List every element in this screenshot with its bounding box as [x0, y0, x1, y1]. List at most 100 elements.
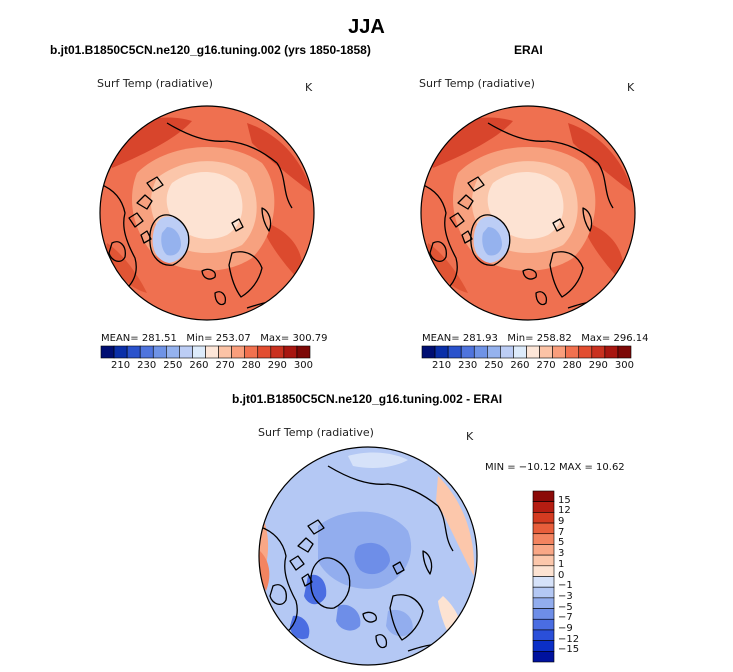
diff-colorbar-tick-label: −5	[558, 601, 573, 613]
right-colorbar-tick-label: 270	[536, 360, 556, 371]
diff-colorbar-swatch	[532, 640, 555, 652]
left-colorbar-swatch	[152, 345, 167, 359]
diff-colorbar-swatch	[532, 512, 555, 524]
right-min-value: 258.82	[536, 333, 572, 344]
diff-colorbar-tick-label: −3	[558, 590, 573, 602]
left-colorbar-swatch	[231, 345, 245, 359]
left-colorbar-tick-label: 260	[189, 360, 209, 371]
diff-colorbar-tick-label: 0	[558, 569, 565, 581]
right-colorbar-swatch	[578, 345, 593, 359]
right-min-label: Min=	[507, 333, 534, 344]
right-colorbar-swatch	[473, 345, 488, 359]
left-colorbar-swatch	[283, 345, 298, 359]
right-colorbar-swatch	[604, 345, 619, 359]
diff-colorbar-swatch	[532, 554, 555, 567]
left-mean-label: MEAN=	[101, 333, 139, 344]
left-colorbar-tick-label: 250	[163, 360, 183, 371]
diff-colorbar-tick-label: −7	[558, 612, 573, 624]
left-variable-label: Surf Temp (radiative)	[97, 77, 213, 90]
diff-colorbar-tick-label: 1	[558, 558, 565, 570]
right-colorbar-swatch	[539, 345, 553, 359]
diff-colorbar-swatch	[532, 597, 555, 609]
diff-range-label: MIN = −10.12 MAX = 10.62	[485, 462, 625, 473]
right-colorbar-tick-label: 230	[458, 360, 478, 371]
left-colorbar-swatch	[270, 345, 285, 359]
diff-colorbar-tick-label: −12	[558, 633, 580, 645]
diff-colorbar-swatch	[532, 651, 555, 663]
diff-colorbar-tick-label: 12	[558, 505, 571, 517]
diff-colorbar-tick-label: 9	[558, 516, 565, 528]
left-map	[99, 105, 315, 321]
diff-colorbar-swatch	[532, 618, 555, 631]
right-max-value: 296.14	[613, 333, 649, 344]
diff-colorbar-swatch	[532, 608, 555, 620]
left-colorbar-swatch	[218, 345, 232, 359]
left-colorbar-swatch	[296, 345, 311, 359]
left-colorbar-swatch	[126, 345, 141, 359]
right-colorbar-tick-label: 280	[562, 360, 582, 371]
diff-colorbar-tick-label: −15	[558, 644, 580, 656]
left-colorbar-tick-label: 280	[241, 360, 261, 371]
right-colorbar-swatch	[421, 345, 436, 359]
left-colorbar-tick-label: 290	[267, 360, 287, 371]
left-colorbar-swatch	[113, 345, 128, 359]
right-colorbar-swatch	[460, 345, 475, 359]
left-colorbar-swatch	[179, 345, 193, 359]
diff-colorbar-swatch	[532, 565, 555, 577]
left-min-label: Min=	[186, 333, 213, 344]
diff-colorbar-tick-label: 15	[558, 494, 571, 506]
right-colorbar-swatch	[552, 345, 566, 359]
right-mean-label: MEAN=	[422, 333, 460, 344]
diff-colorbar-tick-label: 5	[558, 537, 565, 549]
figure-title: JJA	[348, 16, 385, 38]
left-colorbar-tick-label: 270	[215, 360, 235, 371]
left-colorbar-tick-label: 210	[111, 360, 131, 371]
left-max-value: 300.79	[292, 333, 328, 344]
right-colorbar-tick-label: 300	[614, 360, 635, 371]
diff-colorbar-tick-label: −9	[558, 622, 573, 634]
left-colorbar-swatch	[139, 345, 154, 359]
right-colorbar-swatch	[591, 345, 606, 359]
diff-colorbar-swatch	[532, 533, 555, 545]
diff-units-label: K	[466, 430, 474, 443]
left-colorbar-tick-label: 300	[293, 360, 314, 371]
diff-colorbar-tick-label: 3	[558, 548, 565, 560]
left-colorbar-swatch	[244, 345, 259, 359]
left-colorbar-tick-label: 230	[137, 360, 157, 371]
left-colorbar-swatch	[257, 345, 272, 359]
diff-colorbar-swatch	[532, 544, 555, 556]
diff-colorbar-tick-label: 7	[558, 526, 565, 538]
diff-colorbar-swatch	[532, 522, 555, 535]
diff-variable-label: Surf Temp (radiative)	[258, 426, 374, 439]
right-colorbar-swatch	[500, 345, 514, 359]
right-colorbar-swatch	[565, 345, 580, 359]
panel-bottom-title: b.jt01.B1850C5CN.ne120_g16.tuning.002 - …	[232, 392, 503, 406]
diff-map	[258, 446, 478, 666]
right-colorbar-swatch	[434, 345, 449, 359]
right-mean-value: 281.93	[462, 333, 498, 344]
right-units-label: K	[627, 81, 635, 94]
right-colorbar-swatch	[617, 345, 632, 359]
panel-left-title: b.jt01.B1850C5CN.ne120_g16.tuning.002 (y…	[50, 43, 371, 57]
right-colorbar-tick-label: 250	[484, 360, 504, 371]
right-colorbar-swatch	[513, 345, 527, 359]
diff-colorbar-swatch	[532, 586, 555, 599]
left-units-label: K	[305, 81, 313, 94]
right-colorbar-tick-label: 210	[432, 360, 452, 371]
left-colorbar-swatch	[192, 345, 206, 359]
diff-colorbar-swatch	[532, 576, 555, 588]
panel-right-title: ERAI	[514, 43, 543, 57]
right-colorbar-tick-label: 260	[510, 360, 530, 371]
right-map	[420, 105, 636, 321]
diff-colorbar-swatch	[532, 501, 555, 513]
right-colorbar-swatch	[487, 345, 501, 359]
right-variable-label: Surf Temp (radiative)	[419, 77, 535, 90]
left-colorbar-swatch	[205, 345, 219, 359]
left-max-label: Max=	[260, 333, 290, 344]
right-colorbar-tick-label: 290	[588, 360, 608, 371]
left-mean-value: 281.51	[141, 333, 177, 344]
right-colorbar-swatch	[447, 345, 462, 359]
diff-colorbar-swatch	[532, 629, 555, 641]
right-max-label: Max=	[581, 333, 611, 344]
